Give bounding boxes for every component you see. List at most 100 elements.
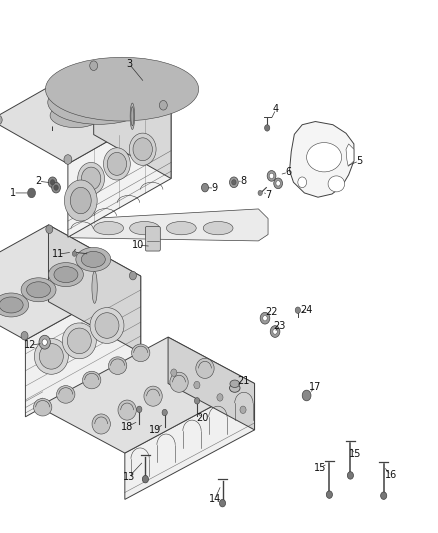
Ellipse shape	[67, 328, 91, 354]
Ellipse shape	[203, 222, 233, 235]
Ellipse shape	[118, 400, 136, 420]
Text: 18: 18	[121, 422, 133, 432]
Circle shape	[326, 491, 332, 498]
Ellipse shape	[95, 313, 119, 338]
Polygon shape	[94, 61, 171, 179]
Ellipse shape	[107, 152, 127, 175]
Ellipse shape	[0, 293, 28, 317]
Polygon shape	[68, 209, 268, 241]
Polygon shape	[39, 337, 254, 453]
Ellipse shape	[50, 103, 101, 127]
Ellipse shape	[78, 163, 105, 195]
Text: 15: 15	[314, 463, 326, 473]
Ellipse shape	[166, 222, 196, 235]
Ellipse shape	[39, 344, 64, 369]
Text: 20: 20	[196, 413, 208, 423]
Text: 14: 14	[208, 495, 221, 504]
Circle shape	[258, 190, 262, 196]
Ellipse shape	[34, 399, 52, 416]
Circle shape	[162, 409, 167, 416]
Ellipse shape	[196, 358, 214, 378]
Ellipse shape	[21, 278, 56, 302]
Circle shape	[270, 326, 280, 337]
Circle shape	[347, 472, 353, 479]
Ellipse shape	[64, 180, 97, 221]
Circle shape	[171, 369, 177, 376]
Circle shape	[302, 390, 311, 401]
Ellipse shape	[76, 247, 111, 271]
Text: 8: 8	[240, 176, 246, 186]
Circle shape	[263, 316, 267, 321]
Ellipse shape	[109, 357, 127, 374]
Circle shape	[260, 312, 270, 324]
Ellipse shape	[170, 372, 188, 392]
Circle shape	[142, 475, 148, 483]
Text: 5: 5	[356, 156, 362, 166]
Ellipse shape	[144, 386, 162, 406]
Ellipse shape	[90, 308, 124, 343]
Circle shape	[381, 492, 387, 499]
Circle shape	[267, 171, 276, 181]
Circle shape	[90, 61, 98, 70]
Text: 11: 11	[52, 249, 64, 259]
Text: 3: 3	[126, 59, 132, 69]
Circle shape	[72, 251, 77, 256]
Ellipse shape	[81, 167, 101, 190]
Polygon shape	[0, 61, 171, 164]
Circle shape	[217, 394, 223, 401]
Circle shape	[21, 332, 28, 340]
Circle shape	[194, 398, 200, 404]
Ellipse shape	[133, 138, 152, 160]
Circle shape	[201, 183, 208, 192]
Polygon shape	[25, 276, 141, 417]
Text: 22: 22	[265, 307, 278, 317]
Ellipse shape	[46, 57, 199, 121]
Ellipse shape	[54, 266, 78, 282]
Ellipse shape	[82, 372, 101, 389]
Polygon shape	[290, 122, 354, 197]
Text: 15: 15	[349, 449, 361, 459]
Circle shape	[230, 177, 238, 188]
Circle shape	[42, 339, 47, 345]
Text: 9: 9	[212, 183, 218, 193]
Text: 6: 6	[285, 167, 291, 177]
Text: 2: 2	[35, 176, 42, 186]
Ellipse shape	[92, 414, 110, 434]
Circle shape	[295, 307, 300, 313]
Ellipse shape	[230, 384, 240, 392]
Ellipse shape	[71, 187, 91, 214]
Circle shape	[194, 381, 200, 389]
Circle shape	[276, 181, 280, 186]
Ellipse shape	[129, 133, 156, 165]
Polygon shape	[125, 384, 254, 499]
Text: 10: 10	[132, 240, 145, 250]
Circle shape	[0, 115, 2, 125]
Text: 16: 16	[385, 471, 397, 480]
Polygon shape	[0, 225, 141, 340]
Ellipse shape	[94, 222, 124, 235]
Ellipse shape	[230, 380, 240, 387]
Circle shape	[159, 100, 167, 110]
Text: 21: 21	[237, 376, 249, 386]
Text: 7: 7	[265, 190, 271, 199]
Ellipse shape	[49, 263, 83, 287]
Text: 24: 24	[300, 305, 313, 315]
Ellipse shape	[0, 297, 23, 313]
Text: 17: 17	[309, 382, 321, 392]
Ellipse shape	[81, 252, 105, 268]
Text: 19: 19	[149, 425, 162, 434]
Polygon shape	[68, 106, 171, 237]
Circle shape	[265, 125, 270, 131]
Ellipse shape	[57, 386, 75, 403]
Ellipse shape	[27, 282, 50, 298]
Ellipse shape	[103, 148, 130, 180]
Ellipse shape	[62, 323, 96, 359]
Circle shape	[240, 406, 246, 414]
Text: 1: 1	[10, 188, 16, 198]
Text: 4: 4	[273, 104, 279, 114]
Circle shape	[46, 225, 53, 233]
Text: 23: 23	[273, 321, 286, 331]
Circle shape	[52, 182, 60, 193]
Polygon shape	[346, 144, 354, 166]
Ellipse shape	[328, 176, 345, 192]
